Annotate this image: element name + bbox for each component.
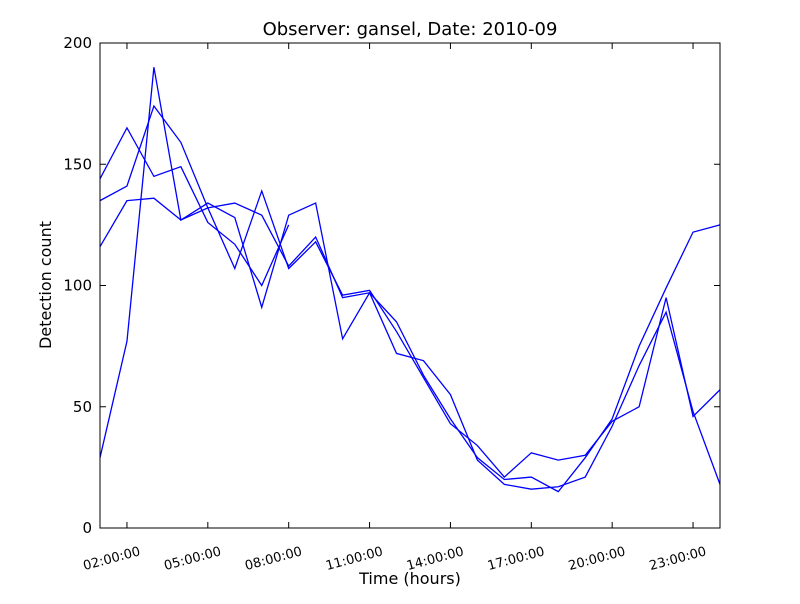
y-axis-label: Detection count — [36, 221, 55, 349]
series-line-1 — [99, 126, 290, 287]
y-tick-label: 100 — [63, 277, 92, 295]
y-tick-label: 0 — [82, 519, 92, 537]
series-layer — [99, 67, 721, 493]
series-line-3 — [99, 197, 721, 493]
series-line-4 — [99, 67, 721, 490]
y-tick-label: 200 — [63, 34, 92, 52]
y-tick-label: 50 — [73, 398, 92, 416]
x-axis-label: Time (hours) — [358, 569, 461, 588]
y-tick-label: 150 — [63, 155, 92, 173]
series-line-2 — [99, 104, 721, 478]
chart-title: Observer: gansel, Date: 2010-09 — [263, 19, 558, 40]
